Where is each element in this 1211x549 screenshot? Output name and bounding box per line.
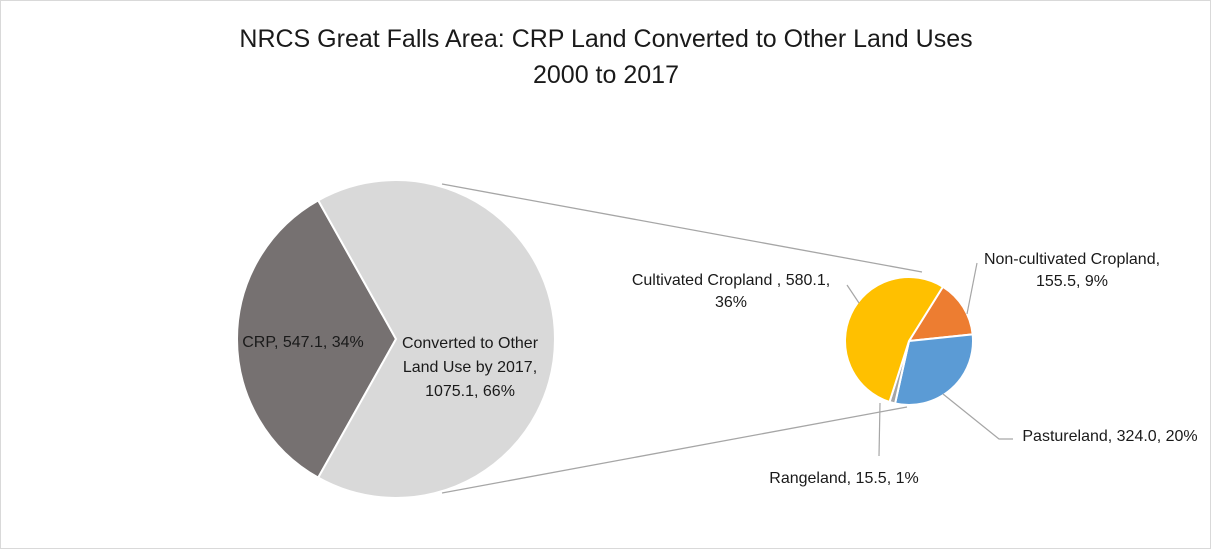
connector-line-top (441, 183, 923, 273)
primary-pie (236, 179, 556, 499)
data-label-converted: Converted to Other Land Use by 2017, 1075.… (402, 335, 539, 400)
data-label-non-cultivated: Non-cultivated Cropland, 155.5, 9% (984, 251, 1160, 290)
leader-lines (846, 262, 1013, 457)
chart-title-line-1: NRCS Great Falls Area: CRP Land Converte… (239, 25, 972, 53)
breakdown-slice-1 (893, 333, 975, 406)
primary-slice-1 (316, 179, 556, 499)
data-label-crp: CRP, 547.1, 34% (242, 334, 364, 351)
data-labels: CRP, 547.1, 34% Converted to Other Land Us… (242, 251, 1197, 487)
leader-non-cultivated (966, 262, 978, 315)
leader-rangeland (878, 402, 881, 457)
data-label-pastureland: Pastureland, 324.0, 20% (1022, 428, 1197, 445)
breakdown-pie (844, 276, 975, 406)
chart-title-line-2: 2000 to 2017 (533, 61, 679, 89)
breakdown-slice-0 (907, 285, 974, 343)
leader-cultivated (846, 284, 860, 304)
connector-line-bottom (441, 406, 908, 494)
connector-lines (441, 183, 923, 494)
data-label-cultivated: Cultivated Cropland , 580.1, 36% (632, 272, 830, 311)
breakdown-slice-3 (844, 276, 945, 404)
leader-pastureland (942, 393, 1013, 440)
data-label-rangeland: Rangeland, 15.5, 1% (769, 470, 918, 487)
